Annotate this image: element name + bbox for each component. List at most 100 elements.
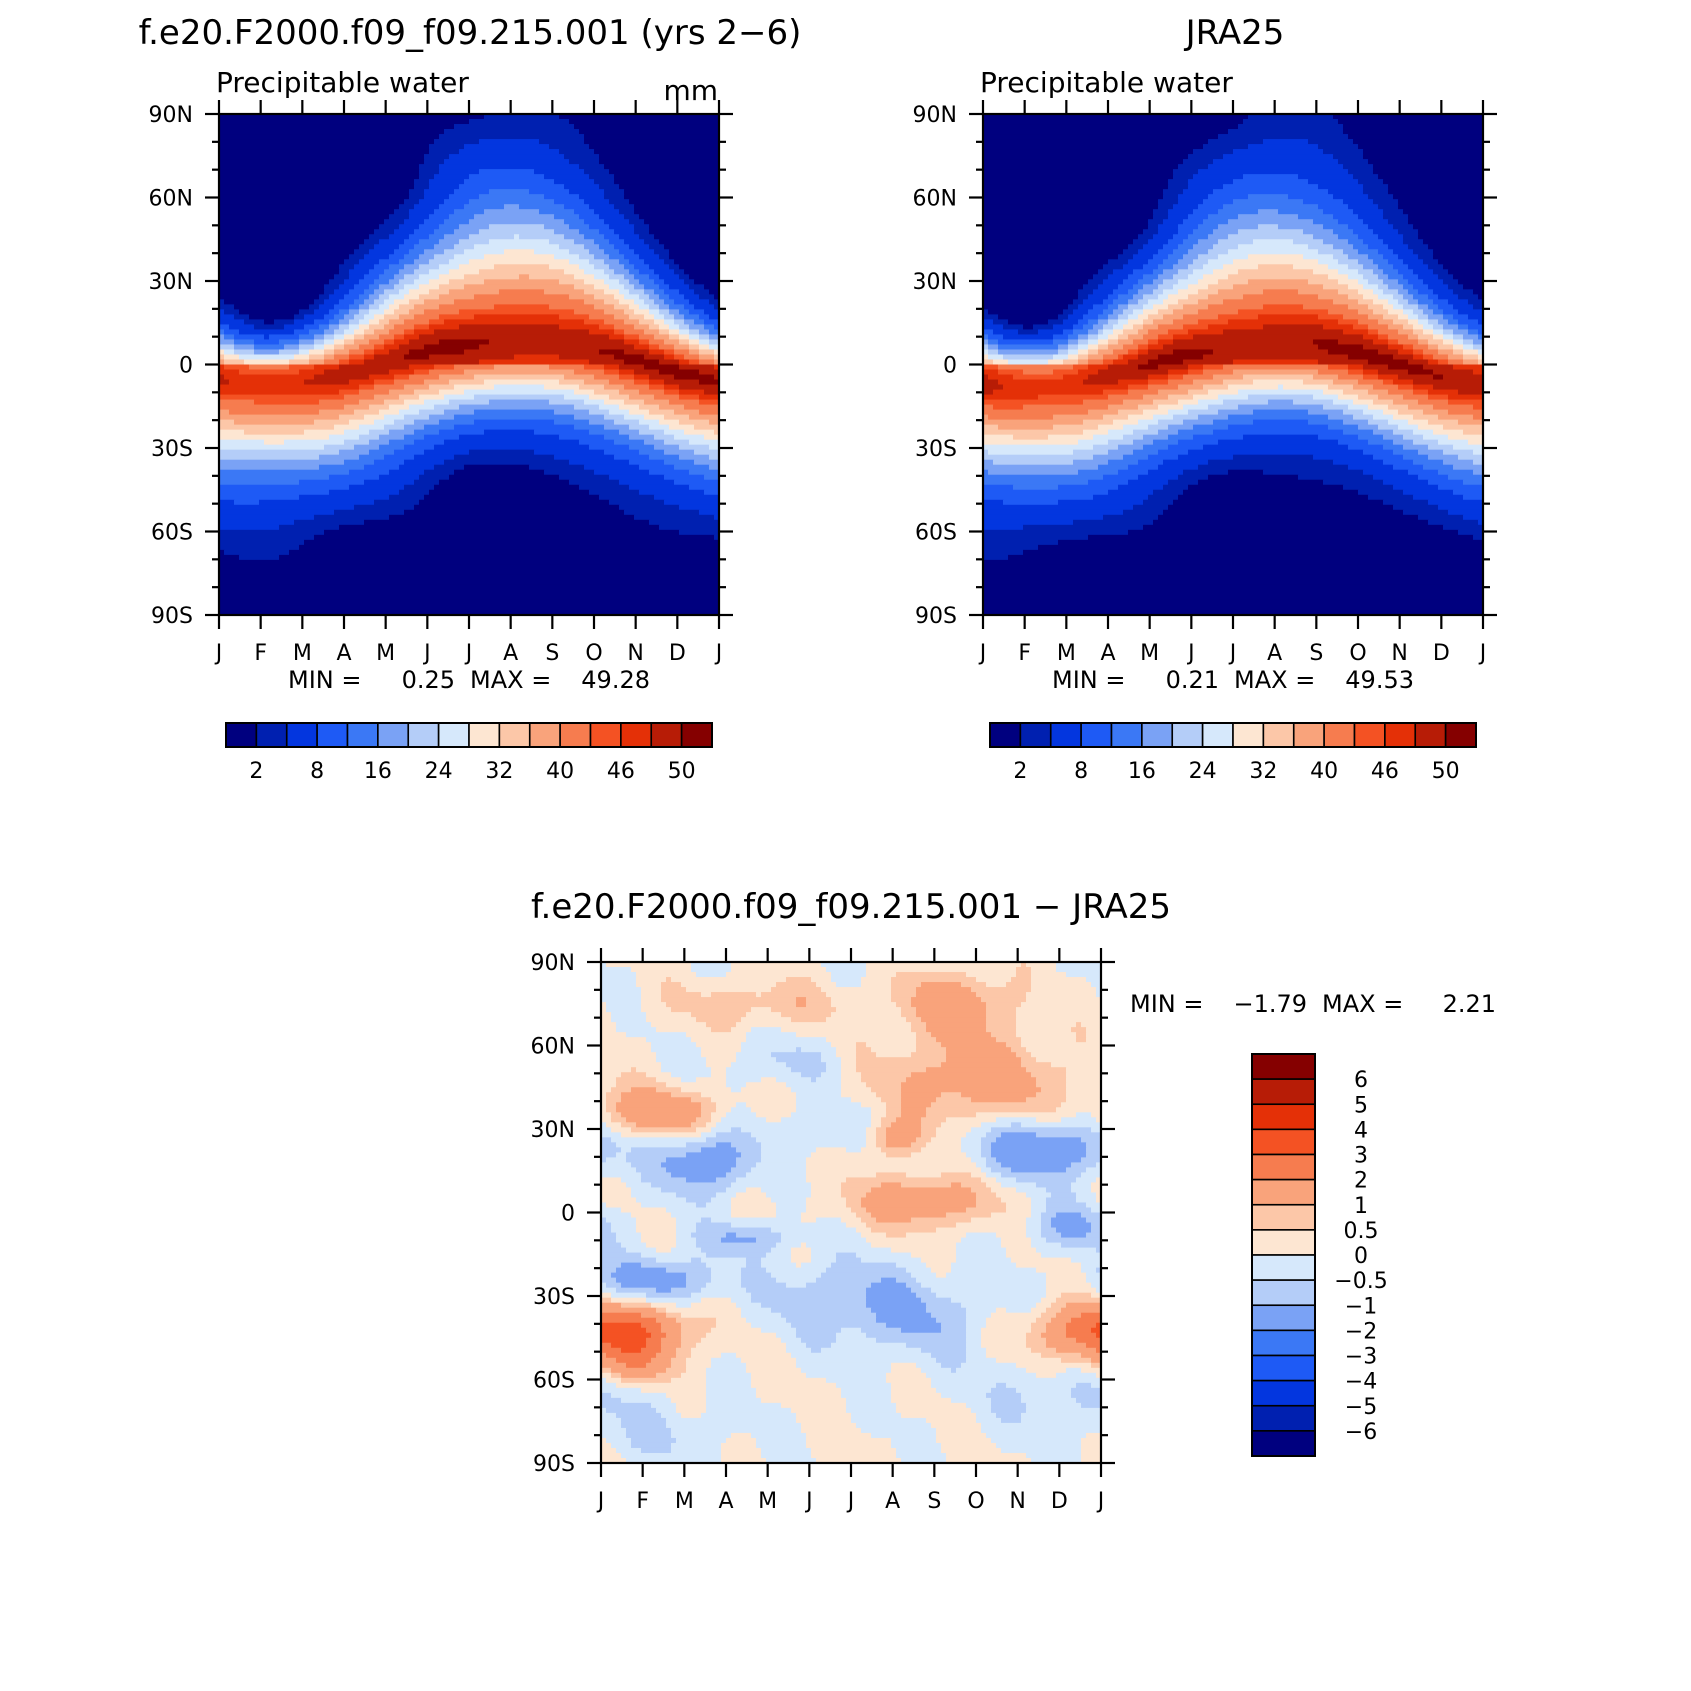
model-cell <box>219 389 340 396</box>
model-cell <box>374 379 395 386</box>
diff-cell <box>601 1252 642 1259</box>
model-cell <box>364 299 375 305</box>
model-cell <box>419 294 440 300</box>
obs-cell <box>1433 269 1449 275</box>
diff-cell <box>961 1362 1017 1369</box>
obs-cell <box>1138 354 1159 361</box>
model-cell <box>384 289 400 295</box>
diff-cell <box>641 1177 687 1184</box>
diff-cell <box>891 1367 922 1374</box>
obs-cell <box>1083 299 1104 305</box>
obs-cell <box>1393 264 1409 270</box>
obs-cell <box>1313 454 1374 461</box>
model-x-tick-label: M <box>376 641 395 666</box>
model-cell <box>234 344 255 351</box>
obs-cell <box>1063 309 1074 315</box>
diff-cell <box>866 1302 927 1309</box>
obs-cell <box>983 184 1169 190</box>
model-cell <box>224 334 235 341</box>
diff-cell <box>806 1167 982 1174</box>
diff-cell <box>871 1122 882 1128</box>
diff-cell <box>1096 1287 1102 1294</box>
obs-cell <box>1088 479 1129 486</box>
model-y-tick-label: 90S <box>151 604 193 629</box>
model-cell <box>459 264 495 270</box>
diff-cell <box>676 1237 697 1244</box>
obs-cell <box>1398 299 1409 305</box>
obs-cell <box>983 289 1079 295</box>
obs-cell <box>983 164 1179 170</box>
obs-cell <box>1178 299 1199 305</box>
obs-cell <box>1333 194 1369 200</box>
diff-cell <box>711 1097 797 1103</box>
diff-cell <box>781 1012 832 1018</box>
diff-cell <box>831 977 862 983</box>
diff-cell <box>1081 1367 1102 1374</box>
diff-colorbar-label: 0.5 <box>1344 1219 1379 1244</box>
obs-cell <box>1153 519 1429 526</box>
diff-cell <box>806 1177 847 1184</box>
diff-cell <box>1071 1392 1102 1399</box>
model-cell <box>634 229 650 235</box>
model-cell <box>424 469 455 476</box>
model-cell <box>569 294 595 300</box>
model-cell <box>219 134 440 140</box>
obs-cell <box>1003 334 1054 341</box>
diff-cell <box>971 1157 987 1163</box>
diff-cell <box>951 1367 957 1374</box>
diff-cell <box>891 987 917 993</box>
diff-cell <box>806 1242 872 1249</box>
diff-cell <box>841 1077 862 1083</box>
model-cell <box>314 299 325 305</box>
diff-cell <box>846 1147 862 1153</box>
obs-cell <box>1183 314 1219 321</box>
diff-cell <box>911 1052 947 1058</box>
model-cell <box>404 239 420 245</box>
obs-cell <box>1153 234 1174 240</box>
obs-cell <box>1088 339 1099 346</box>
model-cell <box>479 269 565 275</box>
obs-cell <box>1013 434 1049 441</box>
obs-cell <box>1363 344 1389 351</box>
obs-cell <box>1428 339 1444 346</box>
obs-cell <box>1393 354 1414 361</box>
model-cell <box>484 429 535 436</box>
model-colorbar-swatch <box>407 722 440 748</box>
diff-cell <box>641 1312 667 1319</box>
model-cell <box>664 319 675 326</box>
diff-cell <box>926 1307 967 1314</box>
diff-cell <box>621 1092 672 1098</box>
diff-cell <box>821 987 892 993</box>
model-cell <box>684 304 695 310</box>
model-cell <box>539 139 585 145</box>
model-cell <box>599 214 625 220</box>
diff-cell <box>751 1292 867 1299</box>
model-cell <box>709 344 720 351</box>
diff-cell <box>671 1172 727 1179</box>
model-cell <box>234 499 260 506</box>
diff-colorbar-label: −4 <box>1345 1370 1377 1395</box>
model-cell <box>229 379 305 386</box>
model-cell <box>384 309 395 315</box>
model-cell <box>219 469 350 476</box>
model-panel: f.e20.F2000.f09_f09.215.001 (yrs 2−6) Pr… <box>139 13 802 784</box>
obs-cell <box>1203 199 1234 205</box>
model-cell <box>409 374 440 381</box>
obs-cell <box>1123 509 1164 516</box>
diff-cell <box>621 1347 642 1354</box>
diff-cell <box>611 1117 627 1123</box>
diff-cell <box>1036 1247 1097 1254</box>
diff-cell <box>1066 972 1102 978</box>
diff-cell <box>831 997 892 1003</box>
model-cell <box>219 414 340 421</box>
obs-cell <box>1203 364 1224 371</box>
obs-cell <box>983 239 1134 245</box>
model-cell <box>314 339 325 346</box>
diff-cell <box>1041 1332 1067 1339</box>
diff-cell <box>961 1147 982 1153</box>
obs-cell <box>1453 364 1484 371</box>
diff-cell <box>601 1327 647 1334</box>
diff-cell <box>656 1307 667 1314</box>
obs-cell <box>983 284 1084 290</box>
obs-cell <box>1388 274 1404 280</box>
